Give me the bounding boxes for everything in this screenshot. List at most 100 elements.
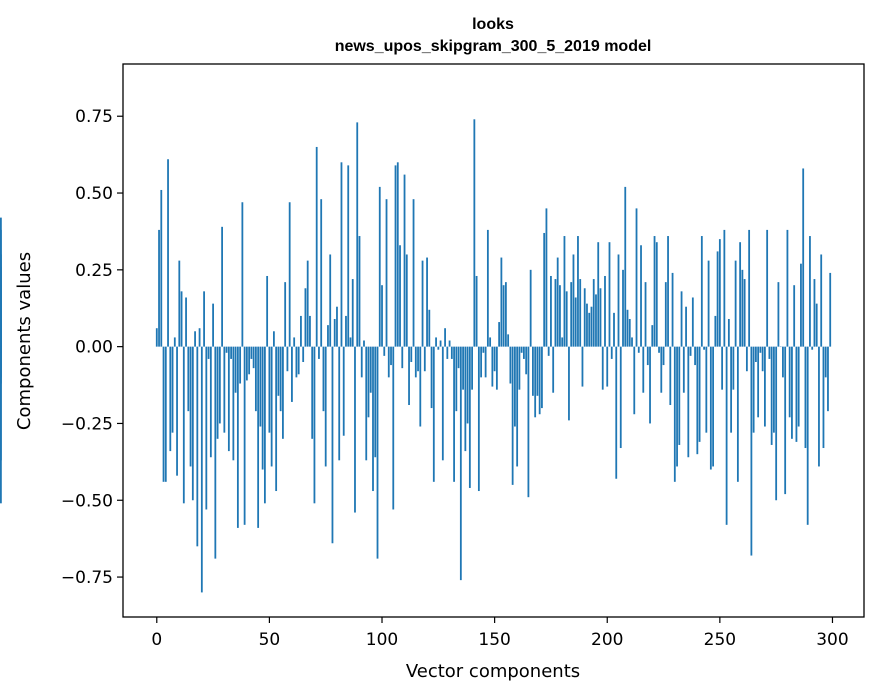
- plot-frame: [122, 63, 865, 618]
- bar: [374, 346, 377, 458]
- bar: [306, 260, 309, 347]
- bar: [541, 346, 543, 409]
- bar: [221, 226, 223, 347]
- y-axis-ticks: −0.75 −0.50 −0.25 0.00 0.25 0.50 0.75: [61, 107, 123, 588]
- bar: [176, 346, 178, 476]
- bar: [736, 346, 739, 482]
- bar: [568, 346, 570, 421]
- bar: [349, 337, 352, 347]
- bar: [162, 346, 165, 482]
- bar: [748, 229, 751, 347]
- bar: [441, 346, 444, 461]
- bar: [570, 282, 573, 347]
- bar: [556, 257, 559, 347]
- bar: [678, 346, 681, 445]
- bar: [0, 346, 2, 378]
- bar: [257, 346, 260, 528]
- bar: [360, 346, 363, 378]
- bar: [482, 346, 485, 353]
- bar: [365, 346, 368, 461]
- bar: [745, 346, 748, 372]
- bar: [644, 282, 647, 347]
- bar: [536, 346, 539, 396]
- bar: [498, 322, 501, 347]
- bar: [658, 346, 660, 353]
- bar: [507, 334, 510, 347]
- bar: [333, 318, 336, 347]
- bar: [448, 340, 451, 347]
- bar: [412, 199, 415, 347]
- bar: [527, 346, 530, 498]
- bar: [410, 346, 413, 362]
- bar: [827, 346, 829, 412]
- bar: [203, 291, 205, 347]
- bar: [196, 346, 199, 547]
- bar: [239, 346, 242, 384]
- bar: [421, 260, 424, 347]
- bar: [419, 346, 422, 427]
- bar: [209, 346, 212, 458]
- bar: [588, 312, 591, 347]
- bar: [480, 346, 483, 378]
- bar: [671, 272, 674, 347]
- bar: [741, 269, 744, 347]
- bar: [727, 318, 730, 347]
- bar: [660, 346, 663, 393]
- bar: [241, 202, 244, 347]
- bar: [363, 340, 365, 347]
- bar: [788, 346, 791, 418]
- bar: [354, 346, 356, 513]
- bar: [800, 263, 802, 347]
- bar: [0, 346, 2, 353]
- bar: [608, 242, 611, 347]
- bar: [293, 337, 296, 347]
- bar: [786, 229, 789, 347]
- bar: [775, 346, 778, 501]
- bar: [171, 346, 174, 433]
- bar: [320, 199, 323, 347]
- x-tick-label: 300: [816, 630, 848, 650]
- bar: [0, 285, 2, 347]
- bar: [590, 306, 593, 347]
- bar: [336, 306, 338, 347]
- bar: [232, 346, 235, 461]
- bar: [673, 346, 676, 482]
- bar: [782, 346, 784, 378]
- bar: [511, 346, 514, 485]
- bar: [236, 346, 239, 528]
- bar: [466, 346, 469, 424]
- bar: [691, 297, 694, 347]
- bar: [732, 346, 735, 390]
- bar: [802, 168, 805, 347]
- bar: [631, 337, 633, 347]
- bar: [770, 346, 773, 445]
- x-tick-label: 200: [591, 630, 623, 650]
- bar: [709, 346, 712, 470]
- y-tick-label: 0.50: [75, 184, 113, 204]
- bar: [327, 325, 329, 347]
- bar: [169, 346, 172, 452]
- bar: [815, 303, 818, 347]
- bar: [277, 346, 280, 396]
- bar: [628, 318, 631, 347]
- bar: [543, 232, 546, 347]
- bar: [667, 236, 669, 347]
- bar: [766, 229, 769, 347]
- bar: [583, 288, 586, 347]
- bar: [230, 346, 233, 359]
- bar: [295, 346, 298, 378]
- bar: [324, 346, 327, 467]
- bar: [318, 346, 320, 359]
- bar: [759, 346, 762, 353]
- bar: [651, 325, 654, 347]
- bar: [538, 346, 541, 415]
- bar: [378, 186, 381, 347]
- bar: [216, 346, 219, 439]
- bar: [484, 346, 487, 378]
- bar: [367, 346, 370, 418]
- bar: [468, 346, 471, 488]
- bar: [649, 346, 651, 424]
- bar: [173, 337, 176, 347]
- bar: [754, 346, 757, 362]
- bar: [703, 346, 705, 350]
